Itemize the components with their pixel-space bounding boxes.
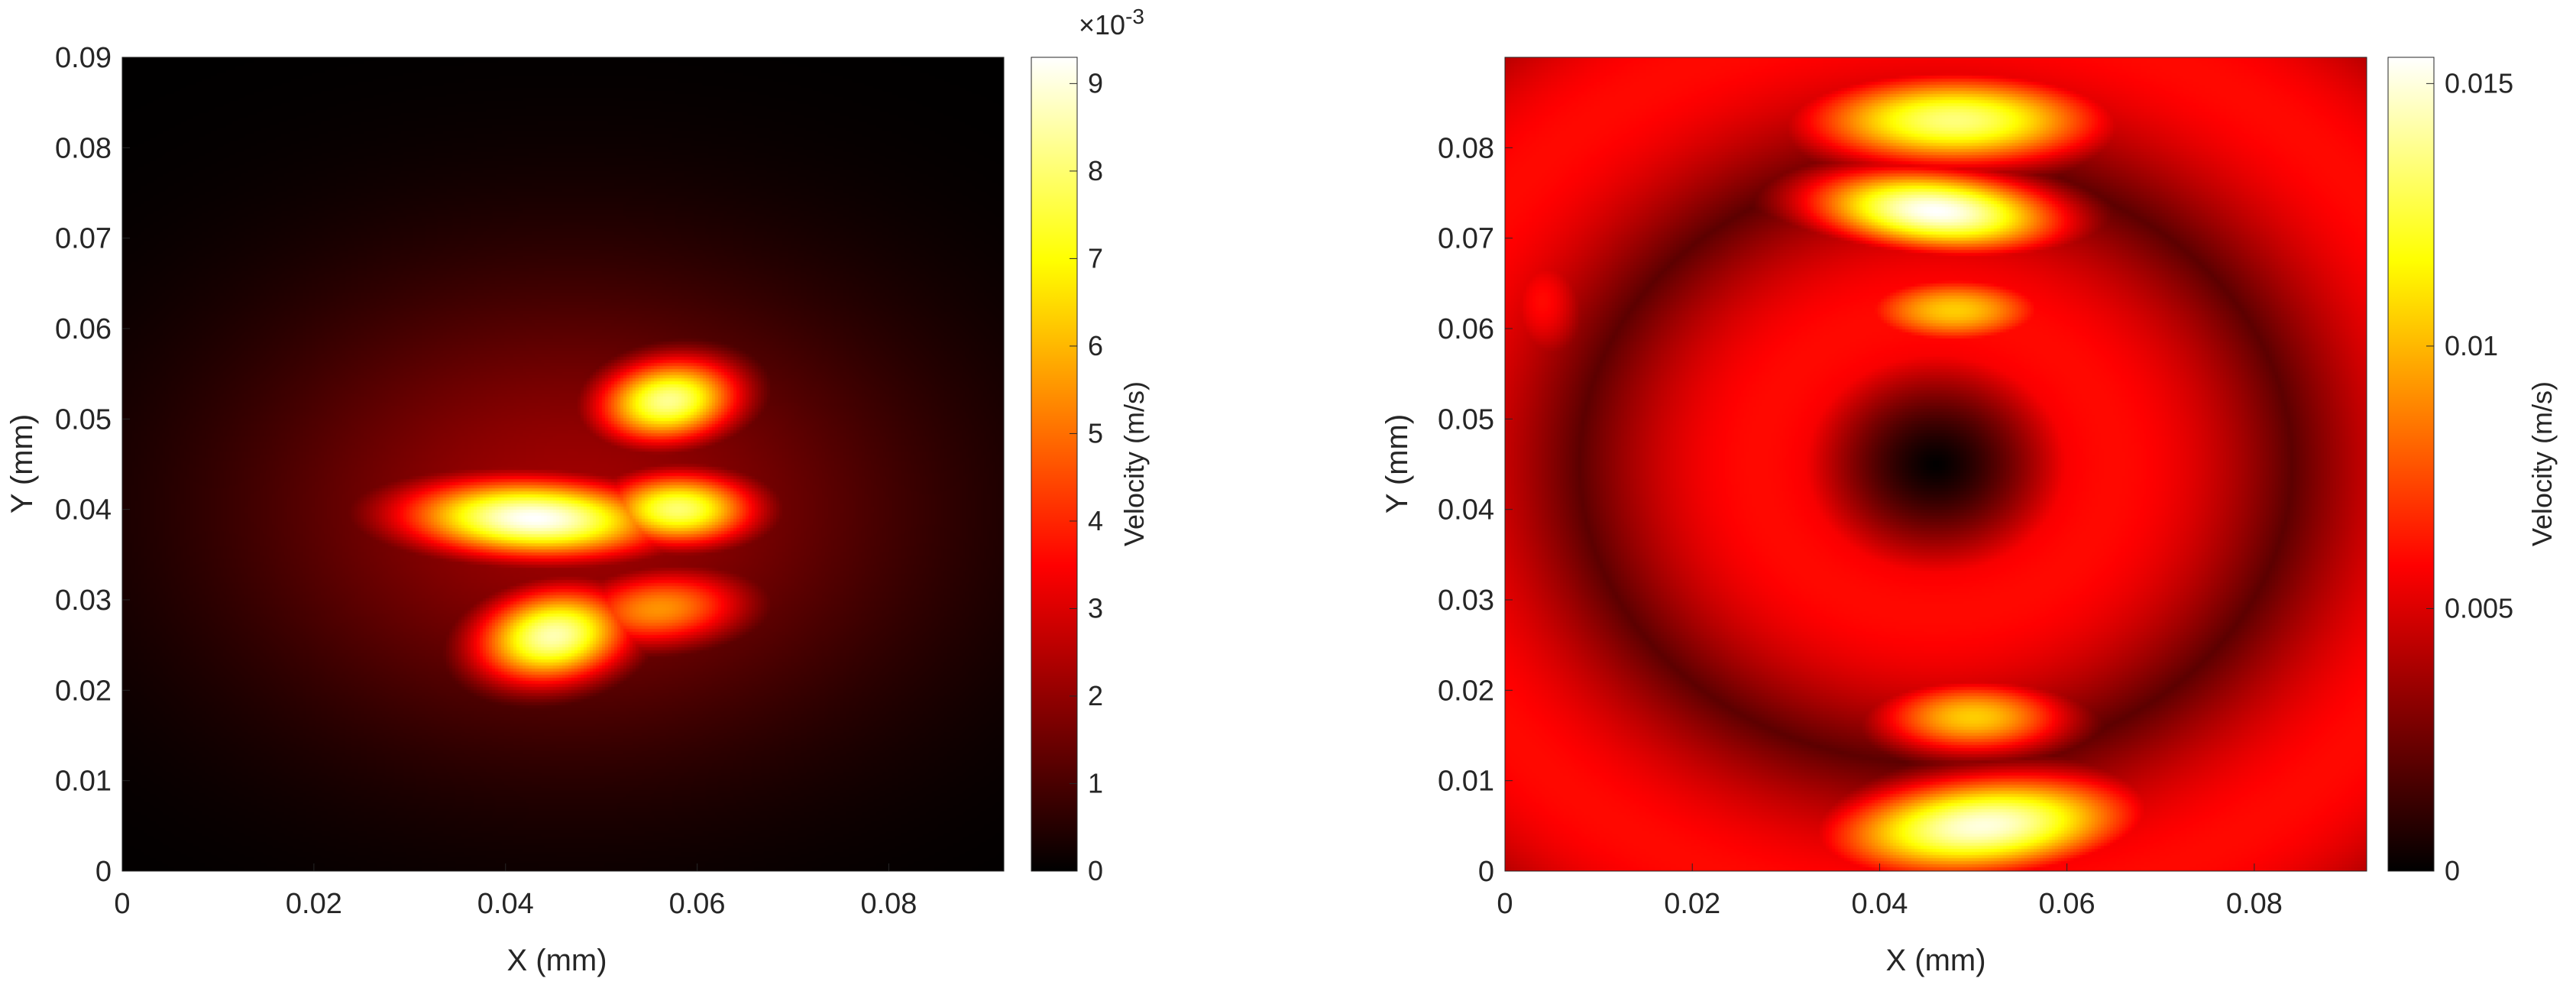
right-y-tick-label: 0.04 xyxy=(1438,494,1494,526)
left-colorbar-ticks: 0 1 2 3 4 5 6 7 8 9 xyxy=(1070,67,1103,886)
right-x-ticks: 0 0.02 0.04 0.06 0.08 xyxy=(1497,863,2283,920)
left-y-tick-label: 0.05 xyxy=(55,403,112,436)
right-y-tick-label: 0.08 xyxy=(1438,132,1494,164)
left-colorbar-label: Velocity (m/s) xyxy=(1118,381,1150,546)
left-x-tick-label: 0 xyxy=(114,888,130,920)
right-y-tick-label: 0.05 xyxy=(1438,403,1494,436)
left-y-tick-label: 0.01 xyxy=(55,766,112,798)
right-x-tick-label: 0.08 xyxy=(2226,888,2283,920)
left-x-tick-label: 0.02 xyxy=(286,888,342,920)
left-colorbar-tick-label: 8 xyxy=(1088,155,1103,186)
right-y-tick-label: 0.06 xyxy=(1438,313,1494,345)
left-y-tick-label: 0.07 xyxy=(55,223,112,255)
left-x-tick-label: 0.08 xyxy=(860,888,917,920)
right-colorbar-tick-label: 0 xyxy=(2445,855,2460,886)
left-colorbar-tick-label: 9 xyxy=(1088,67,1103,99)
left-colorbar-tick-label: 1 xyxy=(1088,767,1103,798)
left-y-tick-label: 0.04 xyxy=(55,494,112,526)
left-colorbar-tick-label: 4 xyxy=(1088,505,1103,536)
left-colorbar-tick-label: 6 xyxy=(1088,330,1103,361)
left-colorbar xyxy=(1031,57,1077,871)
left-x-axis-label: X (mm) xyxy=(506,944,607,977)
right-axes-box xyxy=(1504,57,2367,872)
left-y-tick-label: 0 xyxy=(95,856,112,888)
right-colorbar-ticks: 0 0.005 0.01 0.015 xyxy=(2426,67,2513,886)
left-colorbar-exponent-power: -3 xyxy=(1125,5,1144,28)
right-heatmap-panel: 0 0.02 0.04 0.06 0.08 00.010.020.030.040.050… xyxy=(1380,57,2558,977)
right-y-axis-label: Y (mm) xyxy=(1380,414,1414,513)
left-colorbar-tick-label: 3 xyxy=(1088,592,1103,624)
left-y-tick-label: 0.06 xyxy=(55,313,112,345)
right-colorbar-tick-label: 0.005 xyxy=(2445,592,2513,624)
right-x-tick-label: 0.04 xyxy=(1851,888,1908,920)
right-colorbar-label: Velocity (m/s) xyxy=(2526,381,2558,546)
right-colorbar-tick-label: 0.015 xyxy=(2445,67,2513,99)
left-y-axis-label: Y (mm) xyxy=(5,414,39,513)
left-colorbar-exponent: ×10-3 xyxy=(1079,5,1144,40)
right-y-tick-label: 0.07 xyxy=(1438,223,1494,255)
right-y-ticks: 0 0.01 0.02 0.03 0.04 0.05 0.06 0.07 0.08 xyxy=(1438,132,1513,888)
right-x-tick-label: 0 xyxy=(1497,888,1513,920)
left-colorbar-tick-label: 0 xyxy=(1088,855,1103,886)
left-x-tick-label: 0.04 xyxy=(477,888,534,920)
left-colorbar-tick-label: 7 xyxy=(1088,242,1103,274)
right-colorbar xyxy=(2388,57,2434,871)
left-heatmap-panel: 0 0.02 0.04 0.06 0.08 00.010.020.030.040.050… xyxy=(5,5,1150,977)
right-y-tick-label: 0.02 xyxy=(1438,675,1494,707)
left-y-tick-label: 0.09 xyxy=(55,42,112,74)
left-y-tick-label: 0.03 xyxy=(55,585,112,617)
right-colorbar-tick-label: 0.01 xyxy=(2445,330,2498,361)
left-y-ticks: 0 0.01 0.02 0.03 0.04 0.05 0.06 0.07 0.08 0.09 xyxy=(55,42,130,888)
right-y-tick-label: 0.03 xyxy=(1438,585,1494,617)
left-axes-box xyxy=(121,57,1005,872)
right-y-tick-label: 0.01 xyxy=(1438,766,1494,798)
left-heatmap-canvas xyxy=(122,57,1004,871)
right-x-tick-label: 0.02 xyxy=(1664,888,1720,920)
left-colorbar-frame xyxy=(1031,57,1078,872)
left-x-ticks: 0 0.02 0.04 0.06 0.08 xyxy=(114,863,917,920)
right-x-tick-label: 0.06 xyxy=(2039,888,2095,920)
left-y-tick-label: 0.02 xyxy=(55,675,112,707)
left-x-tick-label: 0.06 xyxy=(669,888,726,920)
left-colorbar-tick-label: 2 xyxy=(1088,680,1103,711)
right-heatmap-canvas xyxy=(1505,57,2367,871)
left-colorbar-tick-label: 5 xyxy=(1088,417,1103,449)
left-y-tick-label: 0.08 xyxy=(55,132,112,164)
right-y-tick-label: 0 xyxy=(1478,856,1494,888)
right-x-axis-label: X (mm) xyxy=(1885,944,1985,977)
right-colorbar-frame xyxy=(2387,57,2435,872)
left-colorbar-exponent-base: ×10 xyxy=(1079,9,1125,40)
